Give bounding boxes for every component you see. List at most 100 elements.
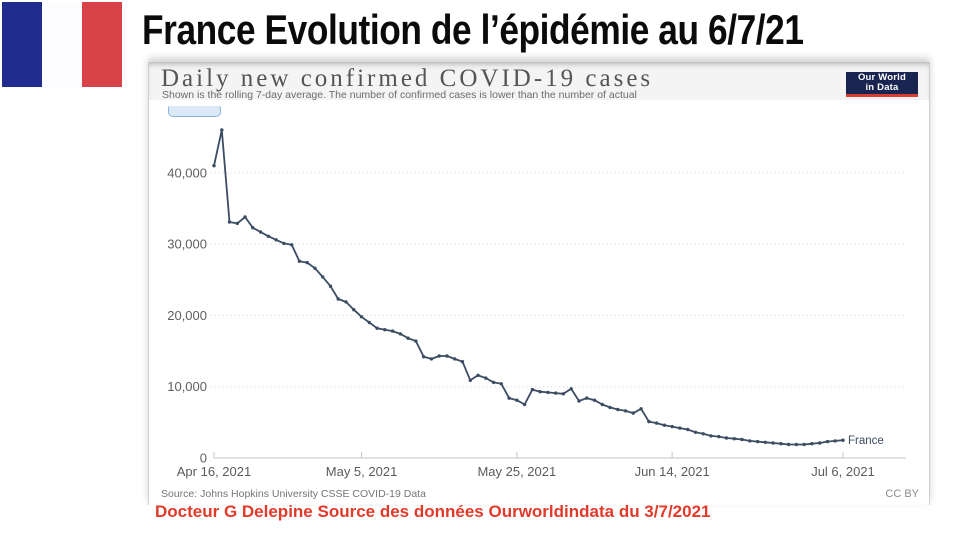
data-point-marker [305, 260, 309, 265]
data-point-marker [647, 419, 651, 424]
flag-blue-stripe [2, 2, 42, 87]
data-point-marker [328, 284, 333, 288]
data-point-marker [654, 421, 659, 425]
data-series-line [213, 129, 844, 446]
data-point-marker [686, 427, 690, 432]
slide-title: France Evolution de l’épidémie au 6/7/21 [142, 6, 804, 53]
data-point-marker [802, 442, 806, 447]
data-point-marker [258, 230, 263, 234]
data-point-marker [662, 423, 667, 427]
data-point-marker [678, 426, 682, 430]
data-point-marker [810, 442, 814, 446]
data-point-marker [779, 442, 783, 446]
data-point-marker [484, 376, 488, 380]
data-point-marker [344, 300, 348, 304]
owid-logo[interactable]: Our World in Data [846, 72, 918, 97]
data-point-marker [437, 354, 441, 358]
data-point-marker [390, 329, 395, 333]
data-point-marker [825, 439, 830, 444]
data-point-marker [616, 407, 620, 412]
data-point-marker [818, 441, 822, 445]
data-point-marker [429, 357, 434, 361]
covid-line-chart: 0 10,000 20,000 30,000 40,000 Apr 16, 2021 May… [167, 128, 906, 479]
data-point-marker [445, 354, 449, 358]
data-point-marker [359, 315, 364, 319]
owid-chart-screenshot: Daily new confirmed COVID-19 cases Shown… [148, 62, 930, 505]
data-point-marker [693, 430, 698, 434]
french-flag [2, 2, 122, 87]
data-point-marker [585, 396, 589, 400]
data-point-marker [227, 220, 232, 224]
owid-logo-line2: in Data [865, 82, 899, 93]
flag-white-stripe [42, 2, 82, 87]
data-point-marker [507, 396, 511, 400]
chart-title: Daily new confirmed COVID-19 cases [161, 65, 654, 92]
data-point-marker [538, 390, 542, 394]
data-point-marker [771, 441, 775, 445]
data-point-marker [740, 437, 744, 442]
y-axis-label: 30,000 [167, 237, 207, 252]
data-point-marker [608, 405, 612, 410]
data-point-marker [717, 434, 721, 439]
data-point-marker [476, 373, 480, 377]
data-point-marker [841, 438, 845, 442]
data-point-marker [631, 411, 635, 415]
data-point-marker [515, 398, 519, 402]
data-point-marker [499, 382, 503, 386]
data-point-marker [282, 241, 286, 246]
data-point-marker [406, 336, 410, 340]
data-point-marker [290, 243, 294, 247]
chart-footer: Source: Johns Hopkins University CSSE CO… [161, 486, 919, 502]
series-end-label: France [848, 435, 884, 447]
y-axis-label: 40,000 [167, 165, 207, 180]
data-point-marker [491, 380, 496, 385]
data-point-marker [212, 164, 216, 168]
x-axis-label: May 25, 2021 [477, 464, 556, 479]
data-point-marker [321, 275, 325, 279]
y-axis-label: 0 [200, 451, 207, 466]
data-point-marker [701, 432, 705, 436]
data-point-marker [336, 297, 340, 301]
data-point-marker [763, 440, 767, 444]
data-point-marker [786, 442, 791, 447]
data-point-marker [274, 238, 278, 242]
data-point-marker [748, 439, 752, 443]
x-axis-label: Jun 14, 2021 [635, 464, 710, 479]
data-point-marker [670, 424, 674, 429]
data-point-marker [414, 339, 418, 343]
chart-header: Daily new confirmed COVID-19 cases Shown… [149, 62, 929, 101]
plot-area: 0 10,000 20,000 30,000 40,000 Apr 16, 2021 May… [149, 100, 929, 485]
data-point-marker [398, 332, 403, 336]
data-point-marker [367, 320, 371, 325]
data-point-marker [794, 442, 799, 447]
data-point-marker [313, 266, 317, 270]
data-point-marker [352, 308, 356, 312]
data-point-marker [724, 436, 729, 440]
flag-red-stripe [82, 2, 122, 87]
data-point-marker [243, 215, 247, 219]
license-note: CC BY [885, 488, 919, 500]
data-point-marker [375, 326, 379, 330]
data-point-marker [522, 402, 527, 407]
data-point-marker [577, 399, 581, 403]
y-axis-label: 10,000 [167, 379, 207, 394]
source-note: Source: Johns Hopkins University CSSE CO… [161, 488, 426, 500]
data-point-marker [569, 387, 573, 391]
data-point-marker [453, 357, 457, 361]
slide-caption: Docteur G Delepine Source des données Ou… [155, 502, 711, 521]
data-point-marker [530, 387, 535, 392]
data-point-marker [732, 437, 736, 441]
data-point-marker [755, 439, 760, 444]
data-point-marker [546, 390, 550, 395]
x-axis-label: Apr 16, 2021 [177, 464, 251, 479]
data-point-marker [709, 434, 713, 438]
data-point-marker [460, 360, 465, 364]
data-point-marker [235, 221, 239, 226]
chart-tab-chip[interactable] [168, 106, 221, 117]
data-point-marker [266, 234, 271, 238]
data-point-marker [220, 128, 224, 132]
data-point-marker [251, 226, 255, 230]
data-point-marker [297, 259, 302, 263]
data-point-marker [422, 355, 426, 359]
data-point-marker [554, 391, 558, 395]
